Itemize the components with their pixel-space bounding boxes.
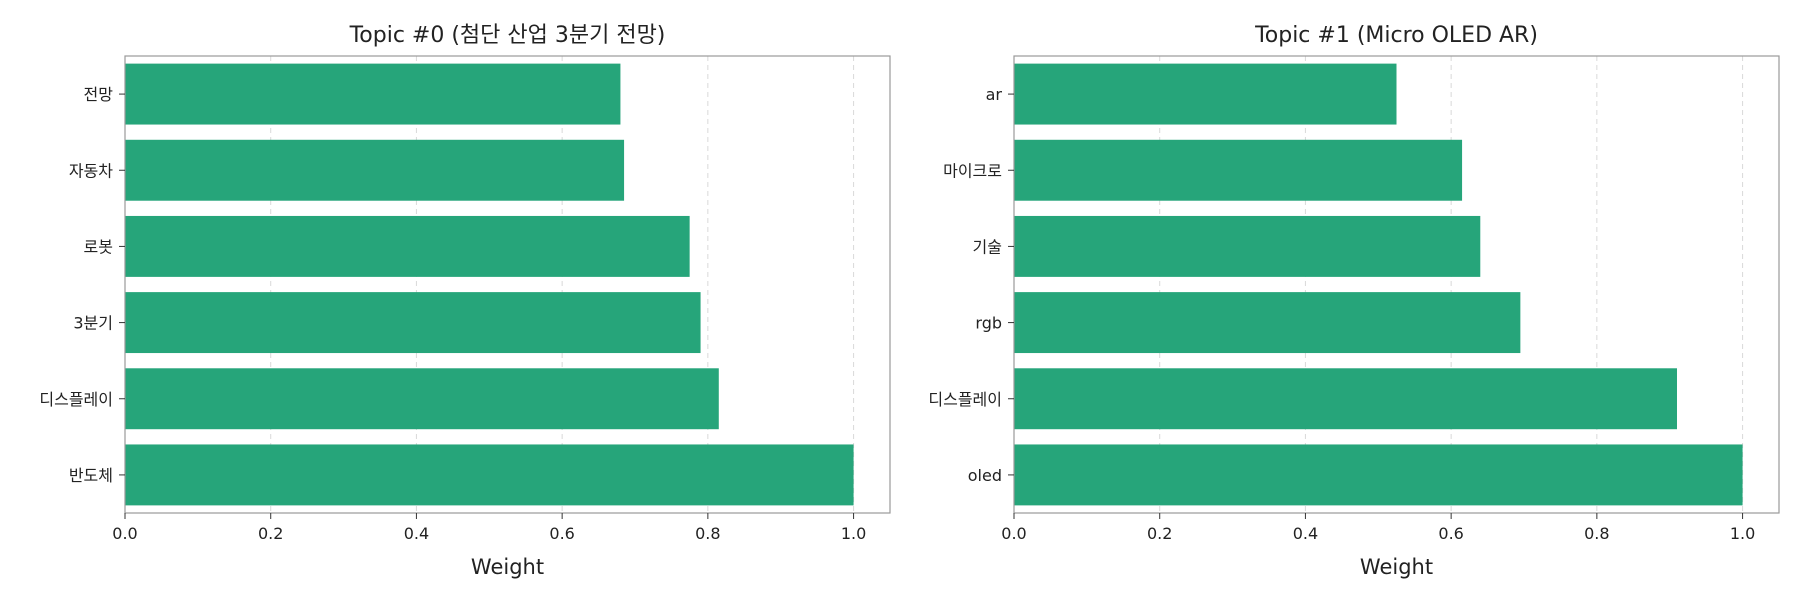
x-tick-label: 0.8 [695,524,720,543]
x-tick-label: 0.4 [1293,524,1318,543]
bar-5 [1014,444,1743,505]
bar-4 [1014,368,1677,429]
x-tick-label: 0.6 [549,524,574,543]
x-tick-label: 0.4 [404,524,429,543]
bar-0 [1014,64,1397,125]
x-tick-label: 0.0 [1001,524,1026,543]
y-tick-label: 기술 [973,237,1002,256]
bar-2 [125,216,690,277]
x-axis-label: Weight [1360,555,1433,579]
x-axis-label: Weight [471,555,544,579]
x-tick-label: 0.6 [1438,524,1463,543]
chart-title: Topic #1 (Micro OLED AR) [1254,23,1538,48]
bar-3 [125,292,701,353]
y-tick-label: 디스플레이 [928,390,1002,409]
y-tick-label: 반도체 [69,466,113,485]
y-tick-label: 자동차 [69,161,113,180]
y-tick-label: 로봇 [84,237,113,256]
bar-5 [125,444,854,505]
x-tick-label: 0.0 [112,524,137,543]
y-tick-label: oled [968,466,1002,485]
y-tick-label: 디스플레이 [39,390,113,409]
bar-1 [125,140,624,201]
x-tick-label: 1.0 [841,524,866,543]
x-tick-label: 0.2 [258,524,283,543]
y-tick-label: rgb [975,314,1002,333]
bar-1 [1014,140,1462,201]
x-tick-label: 0.2 [1147,524,1172,543]
x-tick-label: 0.8 [1584,524,1609,543]
y-tick-label: 마이크로 [943,161,1002,180]
bar-3 [1014,292,1520,353]
y-tick-label: ar [986,85,1003,104]
y-tick-label: 전망 [84,85,114,104]
bar-4 [125,368,719,429]
bar-0 [125,64,620,125]
x-tick-label: 1.0 [1730,524,1755,543]
y-tick-label: 3분기 [73,314,113,333]
chart-title: Topic #0 (첨단 산업 3분기 전망) [349,23,666,48]
bar-2 [1014,216,1480,277]
